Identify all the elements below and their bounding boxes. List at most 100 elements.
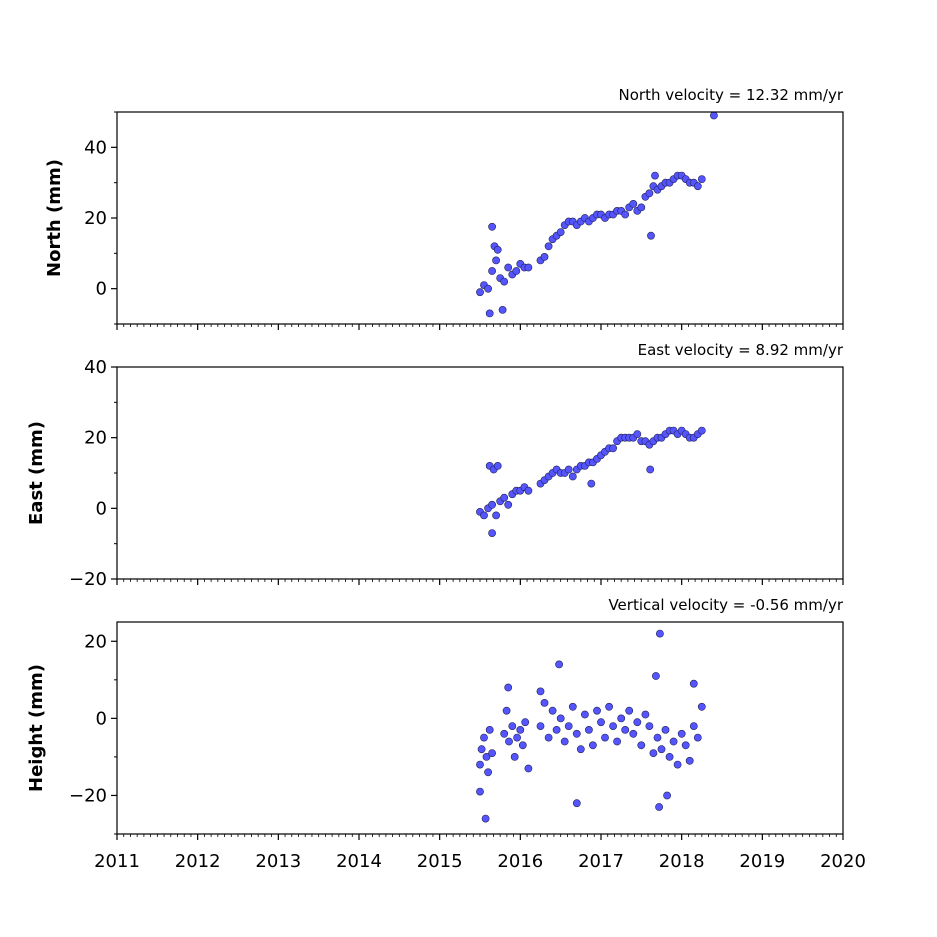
height-data-point — [665, 753, 674, 761]
height-data-point — [481, 814, 490, 823]
north-data-point — [710, 111, 718, 120]
height-data-point — [540, 699, 549, 707]
height-data-point — [536, 687, 545, 696]
east-data-point — [493, 461, 502, 470]
height-data-point — [508, 722, 517, 730]
height-data-point — [656, 629, 664, 638]
height-data-point — [621, 726, 630, 734]
north-data-point — [484, 284, 492, 293]
height-data-point — [576, 745, 585, 754]
height-data-point — [652, 672, 660, 680]
height-data-point — [637, 741, 646, 750]
east-data-point — [633, 430, 642, 438]
east-data-point — [564, 465, 573, 474]
north-panel: North velocity = 12.32 mm/yr North (mm) 0 2… — [44, 86, 844, 330]
height-data-point — [572, 729, 581, 738]
east-data-point — [568, 472, 577, 481]
height-ytick-label: −20 — [69, 785, 107, 806]
north-data-point — [637, 203, 646, 212]
height-data-point — [568, 702, 577, 711]
height-data-point — [482, 753, 491, 761]
east-ytick-label: −20 — [69, 569, 107, 590]
height-data-point — [669, 737, 678, 746]
height-ylabel: Height (mm) — [26, 664, 47, 792]
north-data-point — [629, 199, 638, 208]
east-title: East velocity = 8.92 mm/yr — [638, 341, 844, 359]
height-data-point — [633, 718, 642, 727]
east-data-point — [492, 511, 500, 520]
north-data-point — [651, 171, 659, 180]
east-axes-frame — [116, 366, 844, 580]
height-data-point — [516, 726, 525, 734]
height-ytick-label: 20 — [84, 631, 107, 652]
height-xtick-label: 2020 — [820, 851, 866, 872]
height-data-point — [488, 749, 496, 757]
north-data-point — [498, 305, 507, 314]
height-data-point — [524, 764, 533, 773]
height-ytick-label: 0 — [96, 708, 107, 729]
height-data-point — [677, 729, 686, 738]
height-data-point — [689, 679, 698, 688]
height-data-point — [597, 718, 605, 727]
height-data-point — [685, 756, 694, 765]
north-data-point — [693, 182, 702, 191]
height-data-point — [663, 791, 671, 800]
east-ytick-label: 0 — [96, 498, 107, 519]
height-data-point — [502, 706, 511, 715]
east-ytick-label: 20 — [84, 428, 107, 449]
east-data-point — [488, 529, 496, 537]
north-data-point — [493, 245, 502, 254]
height-data-point — [555, 660, 563, 669]
height-data-point — [552, 726, 561, 734]
east-data-point — [587, 479, 596, 488]
height-data-point — [548, 706, 557, 715]
north-data-point — [697, 175, 706, 183]
height-data-point — [629, 729, 638, 738]
height-data-point — [518, 741, 527, 750]
height-data-point — [476, 760, 484, 769]
height-xtick-label: 2015 — [417, 851, 463, 872]
height-data-point — [617, 714, 626, 723]
east-ytick-label: 40 — [84, 357, 107, 378]
height-data-point — [653, 733, 662, 742]
height-data-point — [697, 702, 706, 711]
height-data-point — [613, 737, 621, 746]
height-data-point — [564, 722, 573, 730]
height-data-point — [544, 733, 553, 742]
north-title: North velocity = 12.32 mm/yr — [619, 86, 844, 104]
height-panel: Vertical velocity = -0.56 mm/yr Height (m… — [26, 596, 866, 872]
north-data-point — [504, 263, 513, 272]
height-data-point — [560, 737, 569, 746]
height-xtick-label: 2017 — [578, 851, 624, 872]
north-ytick-label: 20 — [84, 208, 107, 229]
height-data-point — [681, 741, 690, 750]
height-data-point — [655, 803, 663, 811]
height-data-point — [689, 722, 698, 730]
height-data-point — [657, 745, 666, 754]
height-data-point — [477, 745, 486, 754]
height-xtick-label: 2019 — [739, 851, 785, 872]
height-data-point — [513, 733, 521, 742]
east-data-point — [480, 511, 488, 520]
east-data-point — [609, 444, 617, 453]
height-xtick-label: 2018 — [659, 851, 705, 872]
height-data-point — [536, 722, 545, 730]
height-data-point — [510, 753, 519, 761]
height-data-point — [589, 741, 597, 750]
height-data-point — [605, 702, 613, 711]
height-data-point — [485, 726, 494, 734]
north-data-point — [621, 210, 630, 219]
height-xtick-label: 2011 — [94, 851, 140, 872]
north-ytick-label: 0 — [96, 279, 107, 300]
north-ytick-label: 40 — [84, 137, 107, 158]
north-data-point — [512, 267, 521, 275]
north-data-point — [500, 277, 509, 286]
height-data-point — [649, 749, 658, 757]
height-title: Vertical velocity = -0.56 mm/yr — [608, 596, 843, 614]
east-data-point — [524, 486, 533, 495]
north-data-point — [540, 252, 549, 261]
height-data-point — [585, 726, 593, 734]
north-data-point — [488, 222, 496, 231]
north-data-point — [524, 263, 533, 272]
